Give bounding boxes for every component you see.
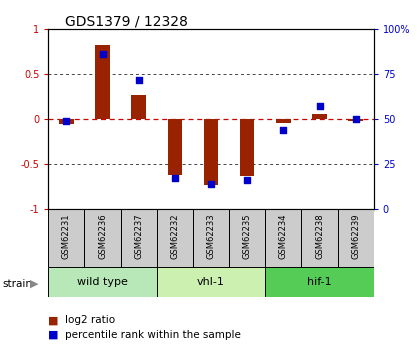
Bar bbox=[121, 209, 157, 267]
Point bbox=[280, 127, 287, 132]
Point bbox=[171, 176, 178, 181]
Bar bbox=[157, 267, 265, 297]
Text: hif-1: hif-1 bbox=[307, 277, 332, 287]
Point bbox=[316, 104, 323, 109]
Text: GSM62233: GSM62233 bbox=[207, 214, 215, 259]
Bar bbox=[157, 209, 193, 267]
Bar bbox=[59, 119, 74, 124]
Text: ■: ■ bbox=[48, 315, 59, 325]
Point bbox=[352, 116, 359, 122]
Bar bbox=[204, 119, 218, 185]
Bar bbox=[265, 209, 302, 267]
Text: log2 ratio: log2 ratio bbox=[65, 315, 115, 325]
Text: vhl-1: vhl-1 bbox=[197, 277, 225, 287]
Point bbox=[99, 52, 106, 57]
Text: wild type: wild type bbox=[77, 277, 128, 287]
Bar bbox=[265, 267, 374, 297]
Text: GSM62236: GSM62236 bbox=[98, 214, 107, 259]
Bar bbox=[240, 119, 255, 176]
Bar bbox=[168, 119, 182, 175]
Text: strain: strain bbox=[2, 279, 32, 288]
Bar bbox=[95, 45, 110, 119]
Text: GSM62235: GSM62235 bbox=[243, 214, 252, 259]
Text: GSM62231: GSM62231 bbox=[62, 214, 71, 259]
Point bbox=[63, 118, 70, 124]
Point bbox=[135, 77, 142, 82]
Bar bbox=[276, 119, 291, 122]
Bar bbox=[338, 209, 374, 267]
Text: GSM62239: GSM62239 bbox=[351, 214, 360, 259]
Text: ■: ■ bbox=[48, 330, 59, 339]
Text: GDS1379 / 12328: GDS1379 / 12328 bbox=[65, 14, 187, 28]
Text: GSM62238: GSM62238 bbox=[315, 214, 324, 259]
Point bbox=[208, 181, 215, 186]
Bar bbox=[131, 95, 146, 119]
Point bbox=[244, 177, 251, 183]
Text: GSM62237: GSM62237 bbox=[134, 214, 143, 259]
Text: GSM62234: GSM62234 bbox=[279, 214, 288, 259]
Text: ▶: ▶ bbox=[30, 279, 39, 288]
Bar bbox=[48, 209, 84, 267]
Text: percentile rank within the sample: percentile rank within the sample bbox=[65, 330, 241, 339]
Bar bbox=[48, 267, 157, 297]
Bar bbox=[84, 209, 121, 267]
Bar bbox=[312, 114, 327, 119]
Bar bbox=[349, 119, 363, 121]
Text: GSM62232: GSM62232 bbox=[171, 214, 179, 259]
Bar bbox=[193, 209, 229, 267]
Bar bbox=[302, 209, 338, 267]
Bar bbox=[229, 209, 265, 267]
